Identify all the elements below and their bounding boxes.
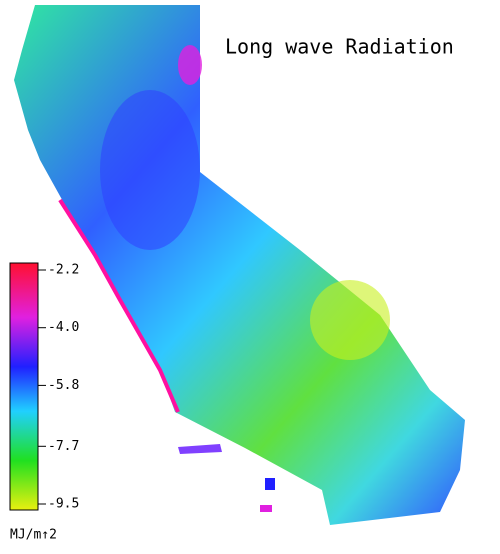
- colorbar: [9, 262, 39, 511]
- region-blue: [100, 90, 200, 250]
- tick-label: -2.2: [48, 263, 79, 278]
- california-map: [14, 5, 465, 525]
- tick-label: -4.0: [48, 320, 79, 335]
- coast-edge: [58, 198, 180, 413]
- island: [178, 444, 222, 454]
- island: [265, 478, 275, 490]
- colorbar-unit: MJ/m↑2: [10, 528, 57, 543]
- island: [260, 505, 272, 512]
- region-yellow: [310, 280, 390, 360]
- tick-label: -9.5: [48, 497, 79, 512]
- map-title: Long wave Radiation: [225, 35, 454, 59]
- tick-label: -5.8: [48, 378, 79, 393]
- region-magenta: [178, 45, 202, 85]
- colorbar-ticks: -2.2 -4.0 -5.8 -7.7 -9.5: [38, 263, 79, 512]
- land-shape: [14, 5, 465, 525]
- tick-label: -7.7: [48, 439, 79, 454]
